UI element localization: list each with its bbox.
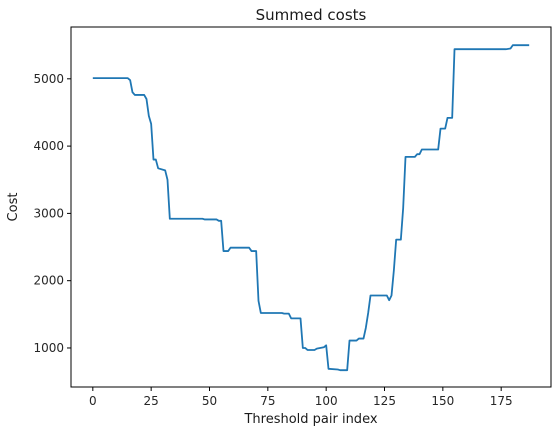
x-tick-label: 150 bbox=[431, 394, 454, 408]
y-tick-label: 5000 bbox=[33, 72, 64, 86]
plot-area bbox=[92, 44, 530, 372]
x-axis: 0 25 50 75 100 125 150 175 bbox=[89, 387, 513, 408]
y-tick-label: 3000 bbox=[33, 206, 64, 220]
series-line-0 bbox=[92, 44, 530, 372]
y-tick-label: 1000 bbox=[33, 341, 64, 355]
x-tick-label: 175 bbox=[490, 394, 513, 408]
y-tick-label: 4000 bbox=[33, 139, 64, 153]
x-tick-label: 125 bbox=[373, 394, 396, 408]
x-tick-label: 100 bbox=[315, 394, 338, 408]
y-axis-label: Cost bbox=[6, 193, 21, 222]
y-axis: 1000 2000 3000 4000 5000 bbox=[33, 72, 71, 355]
plot-frame bbox=[70, 26, 552, 388]
y-tick-label: 2000 bbox=[33, 274, 64, 288]
x-tick-label: 50 bbox=[202, 394, 217, 408]
chart-title: Summed costs bbox=[256, 6, 367, 24]
x-tick-label: 0 bbox=[89, 394, 97, 408]
x-axis-label: Threshold pair index bbox=[243, 412, 377, 427]
x-tick-label: 75 bbox=[260, 394, 275, 408]
x-tick-label: 25 bbox=[144, 394, 159, 408]
